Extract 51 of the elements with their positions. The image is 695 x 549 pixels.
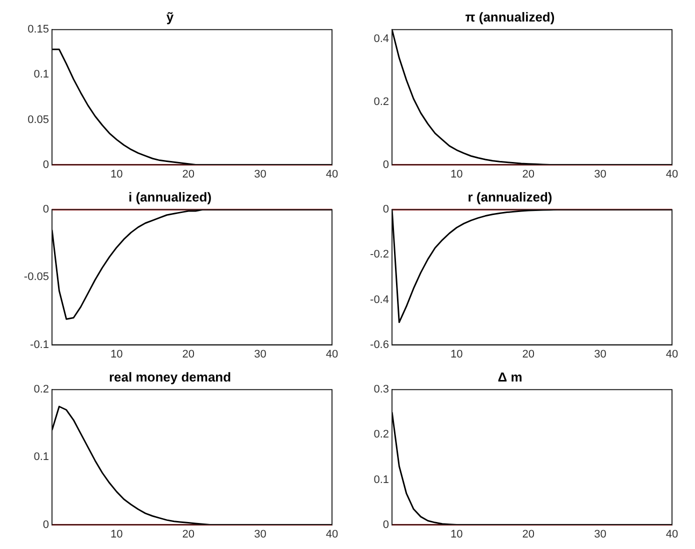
x-tick-label: 40 — [666, 528, 678, 540]
x-tick-label: 10 — [110, 348, 123, 360]
x-tick-label: 20 — [182, 168, 195, 180]
x-tick-label: 10 — [450, 348, 463, 360]
y-tick-label: 0 — [382, 518, 389, 531]
y-tick-label: 0.3 — [374, 384, 389, 396]
chart-title: ỹ — [166, 9, 174, 24]
y-tick-label: -0.1 — [30, 338, 49, 351]
chart-title: π (annualized) — [465, 9, 555, 24]
y-tick-label: 0.1 — [34, 451, 49, 464]
x-tick-label: 30 — [254, 528, 266, 540]
x-tick-label: 40 — [666, 168, 678, 180]
y-tick-label: 0.05 — [28, 114, 49, 126]
y-tick-label: -0.05 — [24, 271, 49, 284]
chart-title: i (annualized) — [128, 189, 212, 204]
y-tick-label: 0.2 — [374, 96, 389, 108]
x-tick-label: 20 — [522, 528, 535, 540]
x-tick-label: 10 — [110, 528, 123, 540]
y-tick-label: 0.15 — [28, 24, 49, 36]
y-tick-label: -0.4 — [370, 294, 389, 306]
y-tick-label: 0.2 — [34, 384, 49, 396]
y-tick-label: 0.2 — [374, 428, 389, 441]
x-tick-label: 10 — [450, 528, 463, 540]
y-tick-label: 0 — [42, 518, 49, 531]
x-tick-label: 20 — [182, 528, 195, 540]
x-tick-label: 20 — [182, 348, 195, 360]
y-tick-label: 0.4 — [374, 33, 389, 46]
x-tick-label: 20 — [522, 168, 535, 180]
y-tick-label: 0.1 — [34, 68, 49, 81]
x-tick-label: 30 — [254, 348, 266, 360]
x-tick-label: 30 — [594, 528, 606, 540]
x-tick-label: 40 — [326, 348, 338, 360]
y-tick-label: 0 — [42, 158, 49, 171]
chart-title: Δ m — [498, 369, 522, 384]
chart-title: r (annualized) — [468, 189, 552, 204]
x-tick-label: 20 — [522, 348, 535, 360]
y-tick-label: 0.1 — [374, 474, 389, 486]
chart-title: real money demand — [108, 369, 232, 384]
y-tick-label: -0.6 — [370, 338, 389, 351]
x-tick-label: 30 — [594, 348, 606, 360]
x-tick-label: 10 — [450, 168, 463, 180]
x-tick-label: 40 — [326, 528, 338, 540]
x-tick-label: 10 — [110, 168, 123, 180]
y-tick-label: 0 — [42, 204, 49, 216]
y-tick-label: -0.2 — [370, 248, 389, 261]
x-tick-label: 40 — [326, 168, 338, 180]
x-tick-label: 30 — [594, 168, 606, 180]
y-tick-label: 0 — [382, 204, 389, 216]
y-tick-label: 0 — [382, 158, 389, 171]
x-tick-label: 40 — [666, 348, 678, 360]
x-tick-label: 30 — [254, 168, 266, 180]
